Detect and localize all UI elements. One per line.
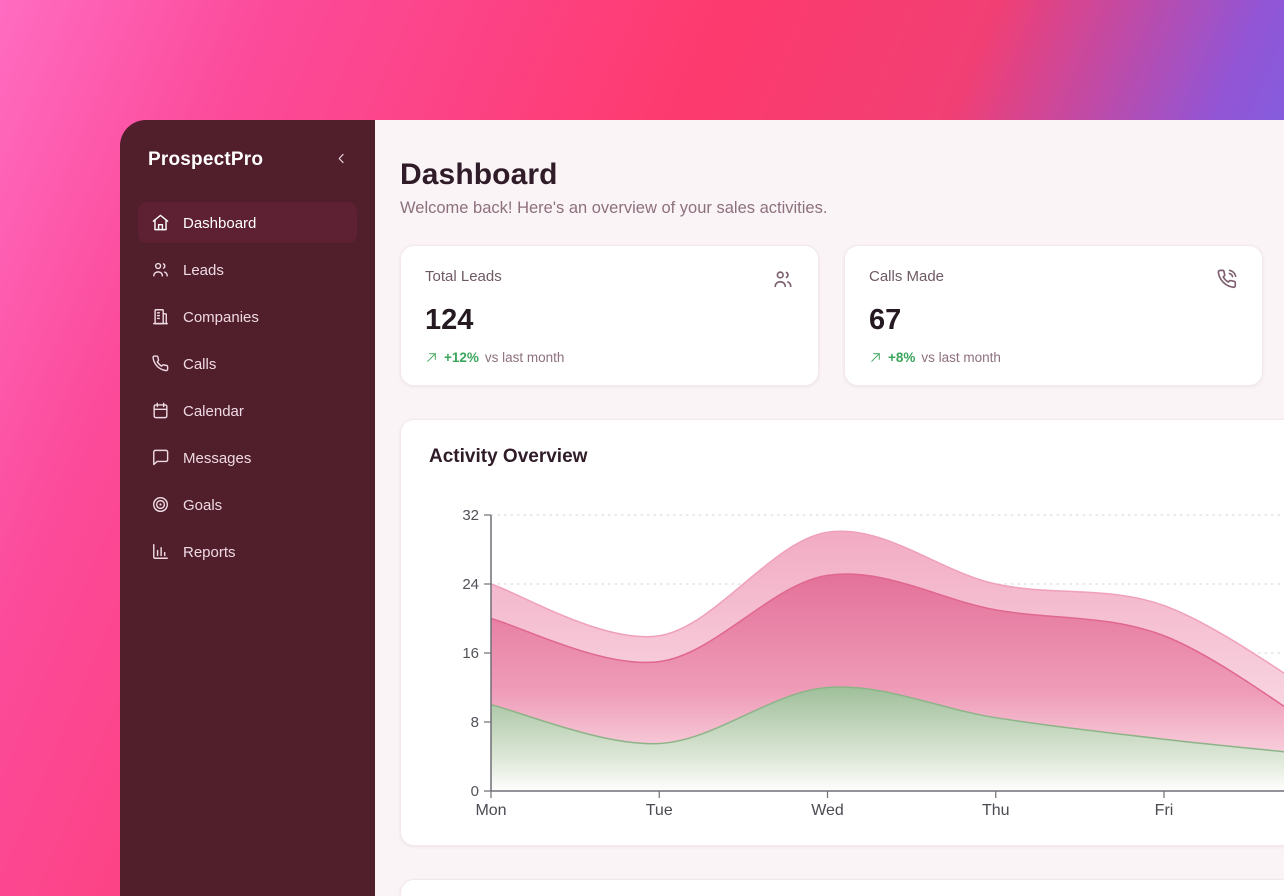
sidebar-item-companies[interactable]: Companies (138, 296, 357, 337)
stat-card-total-leads: Total Leads 124 +12% vs last month (400, 245, 819, 386)
users-icon (151, 260, 170, 279)
trend-up-icon (869, 351, 882, 364)
svg-text:24: 24 (462, 576, 479, 593)
sidebar-item-label: Companies (183, 308, 259, 326)
svg-text:Fri: Fri (1155, 802, 1174, 819)
stat-delta-suffix: vs last month (921, 350, 1001, 365)
sidebar-item-dashboard[interactable]: Dashboard (138, 202, 357, 243)
sidebar-item-label: Reports (183, 543, 236, 561)
sidebar-item-label: Calendar (183, 402, 244, 420)
svg-text:16: 16 (462, 645, 479, 662)
sidebar-item-label: Calls (183, 355, 217, 373)
message-icon (151, 448, 170, 467)
sidebar-item-messages[interactable]: Messages (138, 437, 357, 478)
sidebar-nav: Dashboard Leads Companies Calls Calendar Mess… (138, 202, 357, 572)
activity-overview-card: Activity Overview 0 8 16 24 32 Mon Tue Wed Thu Fr… (400, 419, 1284, 846)
sidebar-item-calls[interactable]: Calls (138, 343, 357, 384)
stat-value: 124 (425, 304, 474, 336)
partial-bottom-card (400, 879, 1284, 896)
home-icon (151, 213, 170, 232)
sidebar-header: ProspectPro (138, 142, 357, 172)
svg-text:Mon: Mon (475, 802, 506, 819)
sidebar: ProspectPro Dashboard Leads Companies Calls… (120, 120, 375, 896)
sidebar-item-label: Goals (183, 496, 223, 514)
stats-row: Total Leads 124 +12% vs last month Calls… (400, 245, 1263, 386)
sidebar-item-label: Messages (183, 449, 252, 467)
chart-title: Activity Overview (429, 446, 588, 467)
svg-text:0: 0 (471, 783, 479, 800)
stat-card-calls-made: Calls Made 67 +8% vs last month (844, 245, 1263, 386)
svg-text:Wed: Wed (811, 802, 844, 819)
chart-icon (151, 542, 170, 561)
activity-area-chart: 0 8 16 24 32 Mon Tue Wed Thu Fri (462, 507, 1284, 819)
stat-value: 67 (869, 304, 902, 336)
stat-delta-suffix: vs last month (484, 350, 565, 365)
sidebar-item-goals[interactable]: Goals (138, 484, 357, 525)
main-content: Dashboard Welcome back! Here's an overvi… (375, 120, 1284, 896)
app-window: ProspectPro Dashboard Leads Companies Calls… (120, 120, 1284, 896)
stat-label: Total Leads (425, 268, 502, 285)
sidebar-item-calendar[interactable]: Calendar (138, 390, 357, 431)
stat-label: Calls Made (869, 268, 945, 285)
app-logo: ProspectPro (148, 149, 264, 170)
phone-icon (151, 354, 170, 373)
svg-text:Thu: Thu (982, 802, 1010, 819)
svg-text:Tue: Tue (646, 802, 673, 819)
stat-delta: +8% (888, 350, 916, 365)
page-subtitle: Welcome back! Here's an overview of your… (400, 199, 828, 217)
sidebar-item-reports[interactable]: Reports (138, 531, 357, 572)
calendar-icon (151, 401, 170, 420)
svg-text:32: 32 (462, 507, 479, 524)
stat-delta: +12% (444, 350, 479, 365)
sidebar-item-label: Dashboard (183, 214, 257, 232)
building-icon (151, 307, 170, 326)
target-icon (151, 495, 170, 514)
sidebar-item-leads[interactable]: Leads (138, 249, 357, 290)
phone-call-icon (1216, 268, 1238, 295)
svg-text:8: 8 (471, 714, 479, 731)
users-icon (772, 268, 794, 295)
trend-up-icon (425, 351, 438, 364)
chevron-left-icon (334, 151, 349, 169)
page-title: Dashboard (400, 158, 558, 191)
sidebar-collapse-button[interactable] (329, 148, 353, 172)
sidebar-item-label: Leads (183, 261, 224, 279)
